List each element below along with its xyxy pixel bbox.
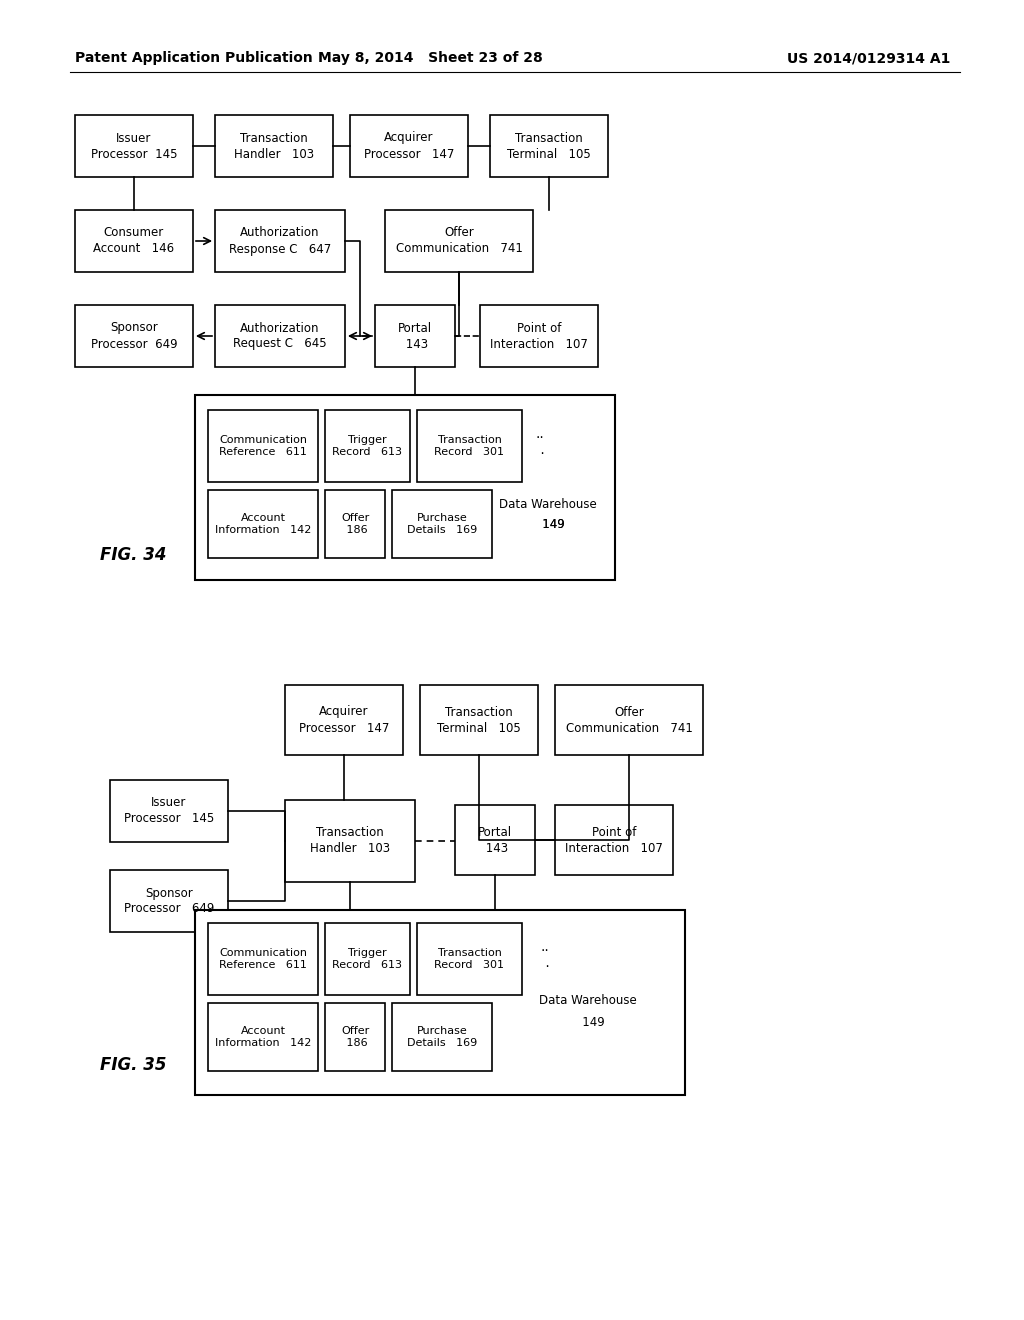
Bar bbox=[215, 115, 333, 177]
Bar bbox=[285, 685, 403, 755]
Text: Point of
Interaction   107: Point of Interaction 107 bbox=[490, 322, 588, 351]
Bar bbox=[417, 411, 522, 482]
Bar bbox=[208, 923, 318, 995]
Bar bbox=[195, 395, 615, 579]
Bar bbox=[350, 115, 468, 177]
Text: May 8, 2014   Sheet 23 of 28: May 8, 2014 Sheet 23 of 28 bbox=[317, 51, 543, 65]
Bar bbox=[75, 210, 193, 272]
Text: Acquirer
Processor   147: Acquirer Processor 147 bbox=[299, 705, 389, 734]
Text: US 2014/0129314 A1: US 2014/0129314 A1 bbox=[786, 51, 950, 65]
Text: FIG. 34: FIG. 34 bbox=[100, 546, 167, 564]
Text: Offer
Communication   741: Offer Communication 741 bbox=[565, 705, 692, 734]
Text: 149: 149 bbox=[531, 519, 565, 532]
Bar bbox=[375, 305, 455, 367]
Text: Offer
Communication   741: Offer Communication 741 bbox=[395, 227, 522, 256]
Text: Point of
Interaction   107: Point of Interaction 107 bbox=[565, 825, 663, 854]
Text: Purchase
Details   169: Purchase Details 169 bbox=[407, 1026, 477, 1048]
Bar bbox=[215, 210, 345, 272]
Text: Data Warehouse: Data Warehouse bbox=[539, 994, 637, 1006]
Bar bbox=[455, 805, 535, 875]
Bar bbox=[325, 923, 410, 995]
Text: Acquirer
Processor   147: Acquirer Processor 147 bbox=[364, 132, 455, 161]
Bar bbox=[392, 490, 492, 558]
Text: Trigger
Record   613: Trigger Record 613 bbox=[333, 948, 402, 970]
Text: Communication
Reference   611: Communication Reference 611 bbox=[219, 948, 307, 970]
Text: Sponsor
Processor   649: Sponsor Processor 649 bbox=[124, 887, 214, 916]
Text: Data Warehouse: Data Warehouse bbox=[499, 499, 597, 511]
Text: Trigger
Record   613: Trigger Record 613 bbox=[333, 434, 402, 457]
Bar bbox=[325, 490, 385, 558]
Bar bbox=[392, 1003, 492, 1071]
Text: Transaction
Handler   103: Transaction Handler 103 bbox=[233, 132, 314, 161]
Bar bbox=[195, 909, 685, 1096]
Text: Purchase
Details   169: Purchase Details 169 bbox=[407, 512, 477, 535]
Text: Issuer
Processor  145: Issuer Processor 145 bbox=[91, 132, 177, 161]
Text: Communication
Reference   611: Communication Reference 611 bbox=[219, 434, 307, 457]
Bar bbox=[110, 780, 228, 842]
Bar bbox=[417, 923, 522, 995]
Text: Account
Information   142: Account Information 142 bbox=[215, 1026, 311, 1048]
Bar bbox=[215, 305, 345, 367]
Text: Offer
 186: Offer 186 bbox=[341, 1026, 369, 1048]
Text: ··
 ·: ·· · bbox=[536, 430, 545, 461]
Text: Portal
 143: Portal 143 bbox=[478, 825, 512, 854]
Bar bbox=[385, 210, 534, 272]
Bar bbox=[490, 115, 608, 177]
Text: Transaction
Terminal   105: Transaction Terminal 105 bbox=[507, 132, 591, 161]
Text: Portal
 143: Portal 143 bbox=[398, 322, 432, 351]
Bar bbox=[208, 490, 318, 558]
Text: Offer
 186: Offer 186 bbox=[341, 512, 369, 535]
Text: Transaction
Terminal   105: Transaction Terminal 105 bbox=[437, 705, 521, 734]
Text: Account
Information   142: Account Information 142 bbox=[215, 512, 311, 535]
Bar bbox=[285, 800, 415, 882]
Bar bbox=[325, 1003, 385, 1071]
Bar bbox=[420, 685, 538, 755]
Text: 149: 149 bbox=[531, 519, 565, 532]
Text: ··
 ·: ·· · bbox=[541, 944, 549, 974]
Bar bbox=[208, 1003, 318, 1071]
Text: Authorization
Request C   645: Authorization Request C 645 bbox=[233, 322, 327, 351]
Bar bbox=[208, 411, 318, 482]
Text: Issuer
Processor   145: Issuer Processor 145 bbox=[124, 796, 214, 825]
Text: Transaction
Record   301: Transaction Record 301 bbox=[434, 948, 505, 970]
Text: Consumer
Account   146: Consumer Account 146 bbox=[93, 227, 174, 256]
Bar bbox=[555, 685, 703, 755]
Text: Transaction
Handler   103: Transaction Handler 103 bbox=[310, 826, 390, 855]
Bar bbox=[75, 305, 193, 367]
Bar bbox=[480, 305, 598, 367]
Bar bbox=[325, 411, 410, 482]
Bar bbox=[75, 115, 193, 177]
Text: Sponsor
Processor  649: Sponsor Processor 649 bbox=[91, 322, 177, 351]
Text: 149: 149 bbox=[571, 1015, 605, 1028]
Text: Patent Application Publication: Patent Application Publication bbox=[75, 51, 312, 65]
Text: FIG. 35: FIG. 35 bbox=[100, 1056, 167, 1074]
Text: Authorization
Response C   647: Authorization Response C 647 bbox=[229, 227, 331, 256]
Bar bbox=[110, 870, 228, 932]
Text: Transaction
Record   301: Transaction Record 301 bbox=[434, 434, 505, 457]
Bar bbox=[555, 805, 673, 875]
